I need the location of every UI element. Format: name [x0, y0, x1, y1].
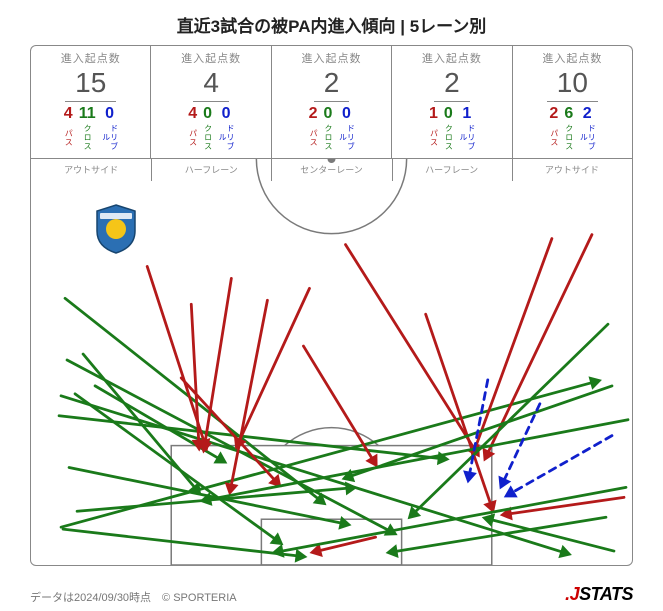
- lane-total: 2: [434, 68, 470, 102]
- lane-header: 進入起点数 2 2パス0クロス0ドリブル: [272, 46, 392, 158]
- lane-metric-label: 進入起点数: [394, 50, 509, 66]
- lane-total: 2: [314, 68, 350, 102]
- lane-total: 4: [193, 68, 229, 102]
- lane-breakdown: 4パス11クロス0ドリブル: [33, 106, 148, 152]
- lane-header: 進入起点数 15 4パス11クロス0ドリブル: [31, 46, 151, 158]
- footer-brand: .JSTATS: [565, 584, 633, 605]
- pitch-area: アウトサイドハーフレーンセンターレーンハーフレーンアウトサイド: [30, 158, 633, 566]
- footer-credit: データは2024/09/30時点 © SPORTERIA: [30, 589, 237, 605]
- lane-total: 15: [65, 68, 116, 102]
- lane-breakdown: 1パス0クロス1ドリブル: [394, 106, 509, 152]
- lane-metric-label: 進入起点数: [515, 50, 630, 66]
- lane-header: 進入起点数 10 2パス6クロス2ドリブル: [513, 46, 632, 158]
- lane-breakdown: 2パス0クロス0ドリブル: [274, 106, 389, 152]
- arrows-layer: [31, 159, 632, 565]
- lane-header: 進入起点数 4 4パス0クロス0ドリブル: [151, 46, 271, 158]
- lane-breakdown: 4パス0クロス0ドリブル: [153, 106, 268, 152]
- lane-metric-label: 進入起点数: [274, 50, 389, 66]
- lane-metric-label: 進入起点数: [153, 50, 268, 66]
- chart-title: 直近3試合の被PA内進入傾向 | 5レーン別: [30, 6, 633, 45]
- lane-total: 10: [547, 68, 598, 102]
- footer: データは2024/09/30時点 © SPORTERIA .JSTATS: [0, 584, 663, 611]
- lane-header-row: 進入起点数154パス11クロス0ドリブル進入起点数44パス0クロス0ドリブル進入…: [30, 45, 633, 158]
- lane-breakdown: 2パス6クロス2ドリブル: [515, 106, 630, 152]
- lane-metric-label: 進入起点数: [33, 50, 148, 66]
- lane-header: 進入起点数 2 1パス0クロス1ドリブル: [392, 46, 512, 158]
